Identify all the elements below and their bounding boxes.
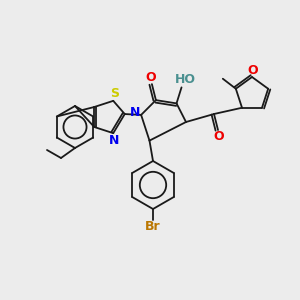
Text: S: S	[110, 87, 119, 100]
Text: Br: Br	[145, 220, 161, 233]
Text: N: N	[109, 134, 119, 147]
Text: N: N	[130, 106, 140, 119]
Text: HO: HO	[175, 73, 196, 86]
Text: O: O	[248, 64, 258, 76]
Text: O: O	[214, 130, 224, 143]
Text: O: O	[146, 70, 156, 84]
